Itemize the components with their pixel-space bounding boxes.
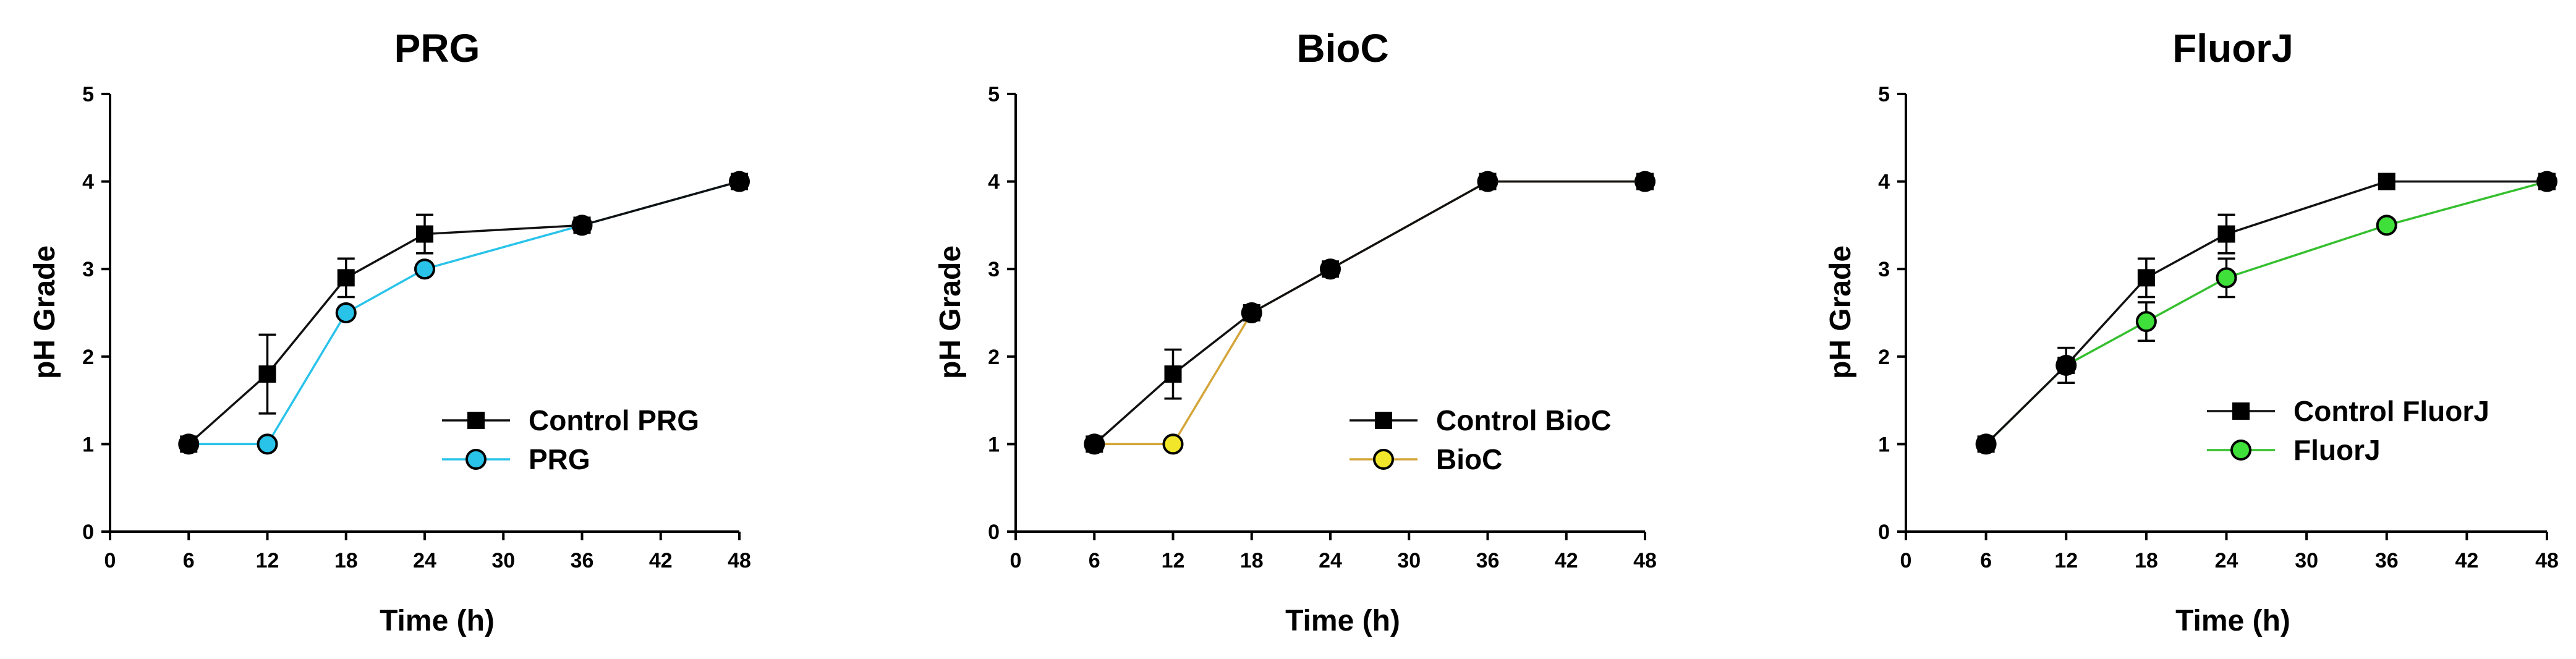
x-tick-label: 48 [2535, 549, 2559, 572]
x-tick-label: 42 [2455, 549, 2478, 572]
data-point [337, 269, 355, 287]
y-tick-label: 4 [988, 171, 1000, 194]
data-point [2137, 269, 2155, 287]
y-axis-title: pH Grade [1824, 245, 1857, 379]
y-tick-label: 1 [988, 433, 1000, 456]
data-point [2538, 172, 2556, 190]
data-point [1977, 435, 1995, 453]
y-tick-label: 3 [1878, 258, 1890, 281]
x-axis-title: Time (h) [380, 605, 495, 637]
x-tick-label: 36 [2375, 549, 2399, 572]
y-tick-label: 2 [82, 346, 94, 369]
data-point [416, 225, 433, 243]
chart-title: BioC [1296, 26, 1388, 70]
chart-title: FluorJ [2172, 26, 2293, 70]
data-point [335, 302, 357, 323]
x-tick-label: 30 [1397, 549, 1421, 572]
x-tick-label: 24 [1319, 549, 1342, 572]
legend-label: FluorJ [2293, 434, 2381, 466]
data-point [180, 435, 198, 453]
data-point [257, 433, 278, 455]
data-point [1086, 435, 1103, 453]
x-axis-title: Time (h) [2175, 605, 2290, 637]
series-line [188, 180, 740, 445]
x-tick-label: 30 [2295, 549, 2318, 572]
x-tick-label: 0 [1010, 549, 1022, 572]
data-point [1164, 365, 1182, 383]
y-tick-label: 4 [1878, 171, 1890, 194]
legend-label: Control PRG [529, 404, 699, 436]
legend-label: Control BioC [1436, 404, 1612, 436]
y-axis-title: pH Grade [28, 245, 61, 379]
legend-label: Control FluorJ [2293, 395, 2489, 427]
legend-marker [1375, 412, 1392, 429]
legend-marker [1373, 449, 1394, 470]
data-point [1322, 260, 1339, 278]
y-tick-label: 3 [988, 258, 1000, 281]
x-tick-label: 6 [183, 549, 195, 572]
x-tick-label: 36 [1476, 549, 1500, 572]
y-tick-label: 5 [988, 83, 1000, 106]
x-tick-label: 48 [1633, 549, 1657, 572]
x-tick-label: 0 [1900, 549, 1912, 572]
x-tick-label: 30 [491, 549, 515, 572]
x-tick-label: 48 [728, 549, 751, 572]
legend-marker [465, 449, 487, 470]
data-point [2057, 356, 2075, 374]
x-tick-label: 18 [2135, 549, 2158, 572]
x-tick-label: 18 [334, 549, 358, 572]
y-tick-label: 4 [82, 171, 94, 194]
y-tick-label: 1 [1878, 433, 1890, 456]
x-tick-label: 42 [649, 549, 673, 572]
x-tick-label: 24 [413, 549, 436, 572]
data-point [2376, 215, 2397, 236]
y-tick-label: 0 [1878, 521, 1890, 544]
legend-marker [2230, 440, 2251, 461]
y-tick-label: 5 [82, 83, 94, 106]
legend-marker [467, 412, 485, 429]
data-point [1479, 172, 1497, 190]
legend-marker [2232, 402, 2250, 420]
chart-title: PRG [394, 26, 480, 70]
legend-label: BioC [1436, 443, 1502, 475]
x-tick-label: 42 [1555, 549, 1578, 572]
data-point [2378, 172, 2395, 190]
data-point [258, 365, 276, 383]
data-point [1636, 172, 1654, 190]
y-tick-label: 3 [82, 258, 94, 281]
data-point [731, 172, 748, 190]
x-tick-label: 12 [1162, 549, 1185, 572]
series-line [1985, 180, 2547, 445]
data-point [2217, 225, 2235, 243]
y-tick-label: 2 [988, 346, 1000, 369]
y-tick-label: 0 [988, 521, 1000, 544]
data-point [414, 258, 435, 280]
y-tick-label: 0 [82, 521, 94, 544]
y-tick-label: 5 [1878, 83, 1890, 106]
data-point [2216, 267, 2237, 289]
x-tick-label: 24 [2215, 549, 2238, 572]
data-point [1162, 433, 1184, 455]
x-tick-label: 6 [1089, 549, 1100, 572]
x-tick-label: 12 [2054, 549, 2078, 572]
x-tick-label: 0 [104, 549, 116, 572]
series-line [1094, 180, 1645, 445]
x-tick-label: 6 [1980, 549, 1992, 572]
data-point [1243, 304, 1260, 321]
y-axis-title: pH Grade [934, 245, 967, 379]
x-tick-label: 18 [1240, 549, 1264, 572]
legend-label: PRG [529, 443, 590, 475]
x-tick-label: 36 [571, 549, 594, 572]
y-tick-label: 1 [82, 433, 94, 456]
x-axis-title: Time (h) [1285, 605, 1400, 637]
data-point [2135, 311, 2157, 333]
y-tick-label: 2 [1878, 346, 1890, 369]
x-tick-label: 12 [256, 549, 279, 572]
data-point [573, 216, 591, 234]
